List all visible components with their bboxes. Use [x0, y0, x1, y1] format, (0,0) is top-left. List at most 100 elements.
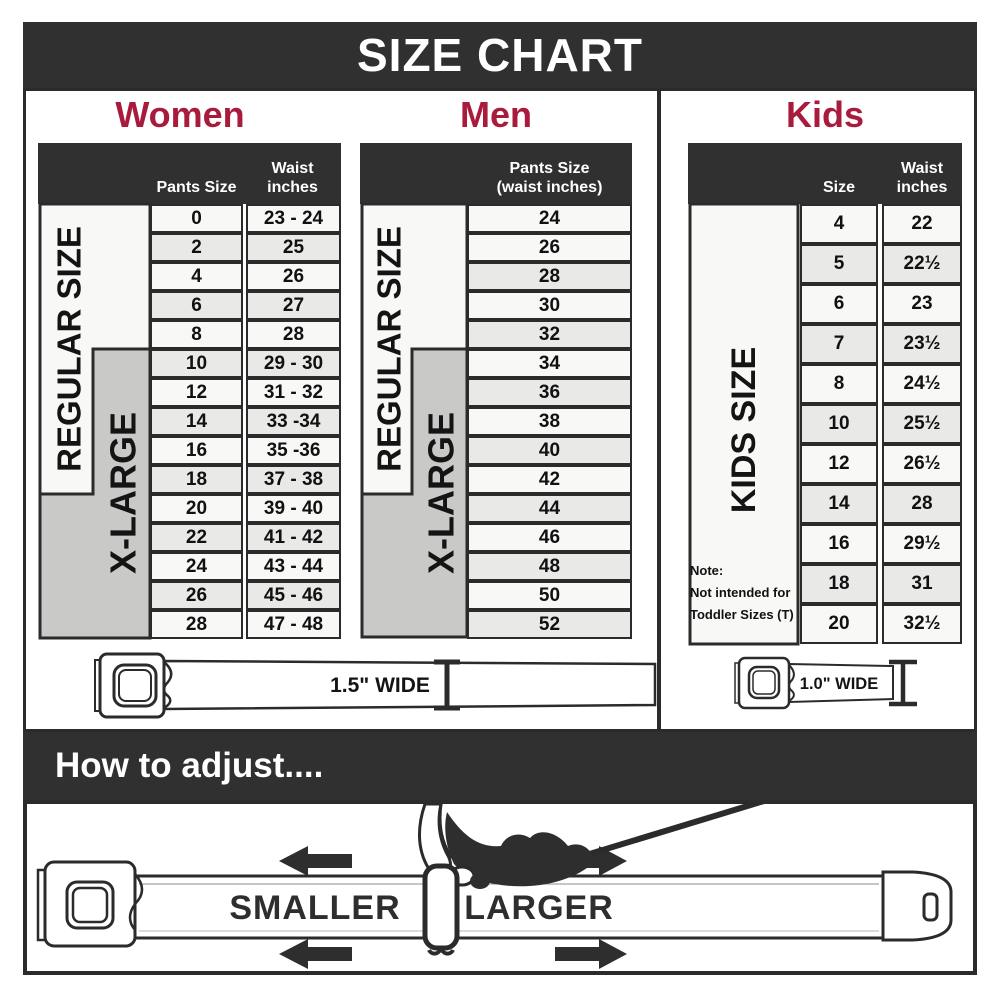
table-cell: 40 — [467, 436, 632, 465]
how-to-adjust-heading: How to adjust.... — [55, 746, 324, 785]
table-cell: 6 — [800, 284, 878, 324]
table-cell: 28 — [246, 320, 341, 349]
table-row: 28 — [467, 262, 632, 291]
women-table-header: Pants Size Waist inches — [38, 143, 341, 204]
table-row: 46 — [467, 523, 632, 552]
table-cell: 12 — [150, 378, 243, 407]
kids-belt-illustration: 1.0" WIDE — [734, 656, 917, 710]
table-row: 16 35 -36 — [150, 436, 341, 465]
table-cell: 10 — [800, 404, 878, 444]
table-cell: 26 — [150, 581, 243, 610]
table-cell: 44 — [467, 494, 632, 523]
table-cell: 36 — [467, 378, 632, 407]
adjust-illustration-panel: SMALLER LARGER — [23, 800, 977, 975]
table-row: 52 — [467, 610, 632, 639]
table-cell: 50 — [467, 581, 632, 610]
table-cell: 4 — [800, 204, 878, 244]
table-cell: 23½ — [882, 324, 962, 364]
table-row: 34 — [467, 349, 632, 378]
table-cell: 30 — [467, 291, 632, 320]
kids-table-header: Size Waist inches — [688, 143, 962, 204]
width-measure-icon — [889, 659, 917, 707]
table-row: 6 27 — [150, 291, 341, 320]
women-heading: Women — [115, 94, 245, 135]
women-regular-size-label: REGULAR SIZE — [51, 226, 88, 472]
table-cell: 39 - 40 — [246, 494, 341, 523]
table-cell: 32 — [467, 320, 632, 349]
table-row: 44 — [467, 494, 632, 523]
women-xlarge-label: X-LARGE — [103, 412, 144, 574]
table-cell: 25½ — [882, 404, 962, 444]
table-cell: 47 - 48 — [246, 610, 341, 639]
table-cell: 24 — [150, 552, 243, 581]
table-row: 18 31 — [800, 564, 962, 604]
table-cell: 26½ — [882, 444, 962, 484]
table-cell: 52 — [467, 610, 632, 639]
men-heading: Men — [460, 94, 532, 135]
table-cell: 31 — [882, 564, 962, 604]
table-cell: 24½ — [882, 364, 962, 404]
table-row: 6 23 — [800, 284, 962, 324]
table-row: 10 25½ — [800, 404, 962, 444]
table-cell: 20 — [800, 604, 878, 644]
table-row: 20 39 - 40 — [150, 494, 341, 523]
table-row: 42 — [467, 465, 632, 494]
table-row: 2 25 — [150, 233, 341, 262]
table-cell: 22 — [150, 523, 243, 552]
table-cell: 8 — [150, 320, 243, 349]
how-to-adjust-bar: How to adjust.... — [23, 732, 977, 800]
kids-section-divider — [657, 88, 661, 732]
women-size-range-zone: REGULAR SIZE X-LARGE — [38, 202, 152, 640]
table-cell: 28 — [882, 484, 962, 524]
table-row: 36 — [467, 378, 632, 407]
table-row: 26 — [467, 233, 632, 262]
adult-belt-width-label: 1.5" WIDE — [330, 674, 430, 697]
table-cell: 43 - 44 — [246, 552, 341, 581]
table-row: 0 23 - 24 — [150, 204, 341, 233]
adult-belt-illustration: 1.5" WIDE — [94, 652, 657, 719]
table-cell: 16 — [150, 436, 243, 465]
table-cell: 22 — [882, 204, 962, 244]
kids-size-range-zone: KIDS SIZE — [688, 202, 800, 646]
table-cell: 48 — [467, 552, 632, 581]
table-row: 38 — [467, 407, 632, 436]
table-row: 12 31 - 32 — [150, 378, 341, 407]
table-cell: 38 — [467, 407, 632, 436]
table-row: 24 — [467, 204, 632, 233]
men-table-header: Pants Size (waist inches) — [360, 143, 632, 204]
women-col-waist: Waist inches — [267, 159, 318, 196]
width-measure-icon — [434, 659, 460, 711]
table-cell: 26 — [467, 233, 632, 262]
table-row: 5 22½ — [800, 244, 962, 284]
table-cell: 16 — [800, 524, 878, 564]
table-cell: 34 — [467, 349, 632, 378]
table-cell: 22½ — [882, 244, 962, 284]
kids-note: Note: Not intended for Toddler Sizes (T) — [690, 563, 794, 622]
table-cell: 2 — [150, 233, 243, 262]
men-col-pants-size: Pants Size (waist inches) — [496, 159, 603, 196]
men-regular-size-label: REGULAR SIZE — [371, 226, 408, 472]
table-cell: 5 — [800, 244, 878, 284]
smaller-label: SMALLER — [229, 889, 400, 927]
kids-buckle-icon — [737, 656, 791, 710]
larger-label: LARGER — [464, 889, 614, 927]
table-cell: 7 — [800, 324, 878, 364]
kids-belt-width-label: 1.0" WIDE — [800, 675, 878, 693]
table-cell: 24 — [467, 204, 632, 233]
belt-slider-icon — [422, 863, 460, 956]
table-row: 50 — [467, 581, 632, 610]
table-row: 22 41 - 42 — [150, 523, 341, 552]
table-cell: 23 - 24 — [246, 204, 341, 233]
women-size-table: 0 23 - 24 2 25 4 26 6 27 8 28 10 29 - 30 12 31 - 32 14… — [150, 204, 341, 639]
table-row: 4 22 — [800, 204, 962, 244]
table-cell: 14 — [800, 484, 878, 524]
table-row: 12 26½ — [800, 444, 962, 484]
women-col-pants-size: Pants Size — [156, 178, 237, 196]
table-cell: 29 - 30 — [246, 349, 341, 378]
table-cell: 37 - 38 — [246, 465, 341, 494]
table-cell: 28 — [467, 262, 632, 291]
table-cell: 28 — [150, 610, 243, 639]
smaller-arrows-icon — [279, 846, 352, 969]
table-cell: 29½ — [882, 524, 962, 564]
